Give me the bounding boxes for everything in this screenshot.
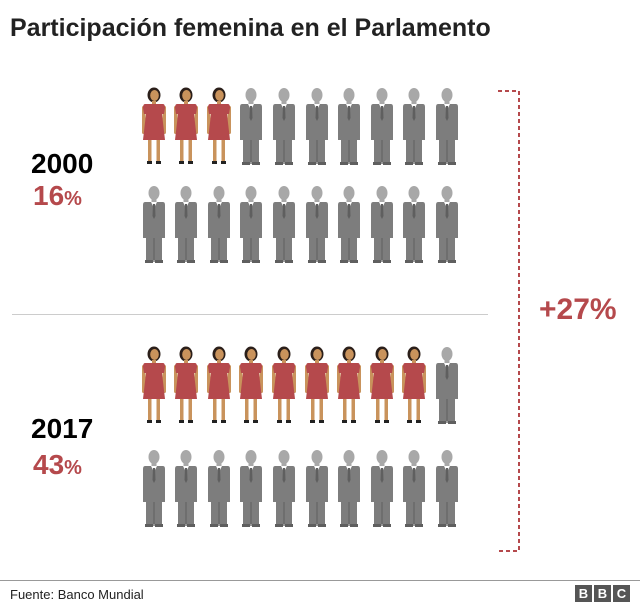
man-figure-2000-13 bbox=[208, 186, 230, 263]
man-figure-2000-4 bbox=[240, 88, 262, 165]
percent-label-2017: 43% bbox=[33, 449, 82, 481]
footer-divider bbox=[0, 580, 640, 581]
woman-figure-2017-5 bbox=[272, 346, 296, 423]
change-bracket bbox=[498, 90, 520, 552]
percent-symbol-2000: % bbox=[64, 188, 82, 210]
woman-figure-2017-9 bbox=[402, 346, 426, 423]
man-figure-2000-12 bbox=[175, 186, 197, 263]
woman-figure-2000-3 bbox=[207, 87, 231, 164]
man-figure-2000-9 bbox=[403, 88, 425, 165]
man-figure-2017-12 bbox=[175, 450, 197, 527]
man-figure-2000-11 bbox=[143, 186, 165, 263]
man-figure-2017-16 bbox=[306, 450, 328, 527]
man-figure-2000-16 bbox=[306, 186, 328, 263]
man-figure-2017-19 bbox=[403, 450, 425, 527]
man-figure-2000-7 bbox=[338, 88, 360, 165]
woman-figure-2017-4 bbox=[239, 346, 263, 423]
man-figure-2017-13 bbox=[208, 450, 230, 527]
woman-figure-2017-2 bbox=[174, 346, 198, 423]
logo-letter-b2: B bbox=[594, 585, 611, 602]
logo-letter-c: C bbox=[613, 585, 630, 602]
group-divider bbox=[12, 314, 488, 315]
woman-figure-2000-1 bbox=[142, 87, 166, 164]
man-figure-2017-15 bbox=[273, 450, 295, 527]
man-figure-2017-14 bbox=[240, 450, 262, 527]
man-figure-2017-18 bbox=[371, 450, 393, 527]
man-figure-2000-8 bbox=[371, 88, 393, 165]
man-figure-2000-19 bbox=[403, 186, 425, 263]
woman-figure-2017-1 bbox=[142, 346, 166, 423]
year-label-2000: 2000 bbox=[31, 148, 94, 179]
woman-figure-2017-3 bbox=[207, 346, 231, 423]
bbc-logo: B B C bbox=[575, 585, 630, 602]
man-figure-2000-14 bbox=[240, 186, 262, 263]
man-figure-2000-18 bbox=[371, 186, 393, 263]
chart-title: Participación femenina en el Parlamento bbox=[10, 14, 491, 42]
logo-letter-b1: B bbox=[575, 585, 592, 602]
man-figure-2017-20 bbox=[436, 450, 458, 527]
man-figure-2000-10 bbox=[436, 88, 458, 165]
percent-label-2000: 16% bbox=[33, 180, 82, 212]
woman-figure-2017-8 bbox=[370, 346, 394, 423]
source-label: Fuente: Banco Mundial bbox=[10, 587, 144, 602]
percent-symbol-2017: % bbox=[64, 457, 82, 479]
percent-value-2017: 43 bbox=[33, 449, 65, 480]
man-figure-2017-11 bbox=[143, 450, 165, 527]
man-figure-2000-15 bbox=[273, 186, 295, 263]
woman-figure-2017-7 bbox=[337, 346, 361, 423]
year-label-2017: 2017 bbox=[31, 413, 94, 444]
man-figure-2000-5 bbox=[273, 88, 295, 165]
man-figure-2017-10 bbox=[436, 347, 458, 424]
woman-figure-2000-2 bbox=[174, 87, 198, 164]
man-figure-2000-6 bbox=[306, 88, 328, 165]
man-figure-2017-17 bbox=[338, 450, 360, 527]
woman-figure-2017-6 bbox=[305, 346, 329, 423]
percent-value-2000: 16 bbox=[33, 180, 65, 211]
man-figure-2000-20 bbox=[436, 186, 458, 263]
man-figure-2000-17 bbox=[338, 186, 360, 263]
change-label: +27% bbox=[539, 293, 617, 326]
